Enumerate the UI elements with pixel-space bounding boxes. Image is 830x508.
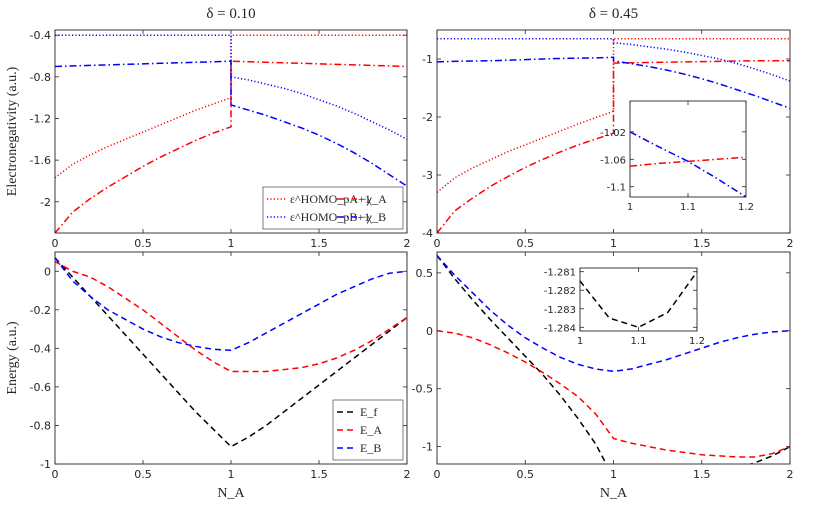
y-tick-label: -1.06 — [600, 155, 626, 166]
y-tick-label: -1 — [422, 441, 433, 454]
x-tick-label: 1 — [577, 336, 583, 347]
legend-box — [262, 186, 404, 230]
x-tick-label: 2 — [787, 468, 794, 481]
series-line — [437, 56, 790, 110]
plot-area — [580, 268, 697, 331]
legend-label: ε^HOMO_pA+1 — [290, 192, 371, 206]
y-tick-label: -0.8 — [30, 71, 51, 84]
x-axis-label: N_A — [600, 486, 628, 501]
x-tick-label: 1 — [627, 202, 633, 213]
y-tick-label: -1.281 — [544, 268, 576, 279]
series-line — [437, 255, 790, 464]
panel: 0 0.5 1 1.5 2 -1 -2 -3 -4 δ = 0.45 — [422, 6, 793, 250]
y-tick-label: -1.283 — [544, 305, 576, 316]
x-tick-label: 1 — [228, 237, 235, 250]
panel: 0 0.5 1 1.5 2 -0.4 -0.8 -1.2 -1.6 -2 δ = 0.10 Elect… — [5, 6, 411, 250]
y-tick-label: -1.02 — [600, 128, 626, 139]
x-axis-label: N_A — [217, 486, 245, 501]
y-axis-label: Energy (a.u.) — [5, 321, 20, 395]
x-tick-label: 2 — [404, 237, 411, 250]
panel-title: δ = 0.45 — [589, 6, 638, 22]
series-line — [55, 34, 407, 140]
y-tick-label: -0.4 — [30, 29, 51, 42]
y-tick-label: -1.284 — [544, 323, 576, 334]
x-tick-label: 0.5 — [517, 237, 535, 250]
inset: 1 1.1 1.2 -1.281 -1.282 -1.283 -1.284 — [544, 267, 705, 347]
x-tick-label: 0 — [434, 237, 441, 250]
legend-label: ε^HOMO_pB+1 — [290, 210, 370, 224]
y-tick-label: 0 — [44, 265, 51, 278]
x-tick-label: 0.5 — [134, 468, 152, 481]
y-tick-label: -1.282 — [544, 286, 576, 297]
y-tick-label: -0.5 — [412, 383, 433, 396]
x-tick-label: 1.2 — [689, 336, 705, 347]
x-tick-label: 1 — [228, 468, 235, 481]
y-tick-label: -0.4 — [30, 342, 51, 355]
series-line — [55, 60, 407, 187]
x-tick-label: 1.2 — [738, 202, 754, 213]
series-line — [437, 37, 790, 82]
axes-box — [629, 100, 747, 198]
y-tick-label: 0 — [426, 325, 433, 338]
series-line — [630, 156, 746, 167]
y-tick-label: -2 — [40, 196, 51, 209]
axes-box — [54, 251, 408, 465]
x-tick-label: 1.5 — [310, 237, 328, 250]
x-tick-label: 0.5 — [134, 237, 152, 250]
legend: E_f E_A E_B — [332, 399, 404, 461]
y-tick-label: -4 — [422, 227, 433, 240]
x-tick-label: 2 — [787, 237, 794, 250]
axes-box — [54, 29, 408, 234]
y-tick-label: -0.2 — [30, 304, 51, 317]
x-tick-label: 2 — [404, 468, 411, 481]
legend-label: −χ_B — [360, 210, 386, 224]
panel-title: δ = 0.10 — [206, 6, 255, 22]
x-tick-label: 1.5 — [693, 237, 711, 250]
x-tick-label: 0 — [52, 237, 59, 250]
series-line — [55, 60, 407, 233]
axes-box — [579, 267, 698, 332]
axes-box — [436, 29, 791, 234]
series-line — [55, 260, 407, 373]
y-tick-label: 0.5 — [416, 267, 434, 280]
y-tick-label: -0.6 — [30, 381, 51, 394]
panel: 0 0.5 1 1.5 2 0 -0.2 -0.4 -0.6 -0.8 -1 Energy (a.u.… — [5, 251, 411, 501]
y-axis-label: Electronegativity (a.u.) — [5, 66, 20, 196]
y-tick-label: -1.1 — [606, 183, 626, 194]
axes-box — [436, 251, 791, 465]
series-line — [437, 254, 790, 373]
legend: ε^HOMO_pA+1 ε^HOMO_pB+1 −χ_A −χ_B — [262, 186, 404, 230]
y-tick-label: -1 — [422, 53, 433, 66]
x-tick-label: 1.1 — [631, 336, 647, 347]
series-line — [580, 271, 697, 329]
x-tick-label: 0.5 — [517, 468, 535, 481]
x-tick-label: 1.1 — [680, 202, 696, 213]
x-tick-label: 0 — [52, 468, 59, 481]
series-line — [55, 257, 407, 448]
legend-label: E_f — [360, 405, 377, 419]
x-tick-label: 1 — [610, 468, 617, 481]
legend-label: −χ_A — [360, 192, 387, 206]
y-tick-label: -1.2 — [30, 112, 51, 125]
inset: 1 1.1 1.2 -1.02 -1.06 -1.1 — [600, 100, 754, 213]
series-line — [55, 34, 407, 179]
x-tick-label: 1 — [610, 237, 617, 250]
legend-label: E_A — [360, 423, 382, 437]
y-tick-label: -1.6 — [30, 154, 51, 167]
x-tick-label: 1.5 — [310, 468, 328, 481]
y-tick-label: -3 — [422, 169, 433, 182]
y-tick-label: -2 — [422, 111, 433, 124]
legend-label: E_B — [360, 441, 381, 455]
y-tick-label: -1 — [40, 458, 51, 471]
x-tick-label: 0 — [434, 468, 441, 481]
series-line — [55, 257, 407, 352]
y-tick-label: -0.8 — [30, 419, 51, 432]
x-tick-label: 1.5 — [693, 468, 711, 481]
legend-box — [332, 399, 404, 461]
series-line — [437, 330, 790, 458]
plot-area — [630, 101, 746, 197]
